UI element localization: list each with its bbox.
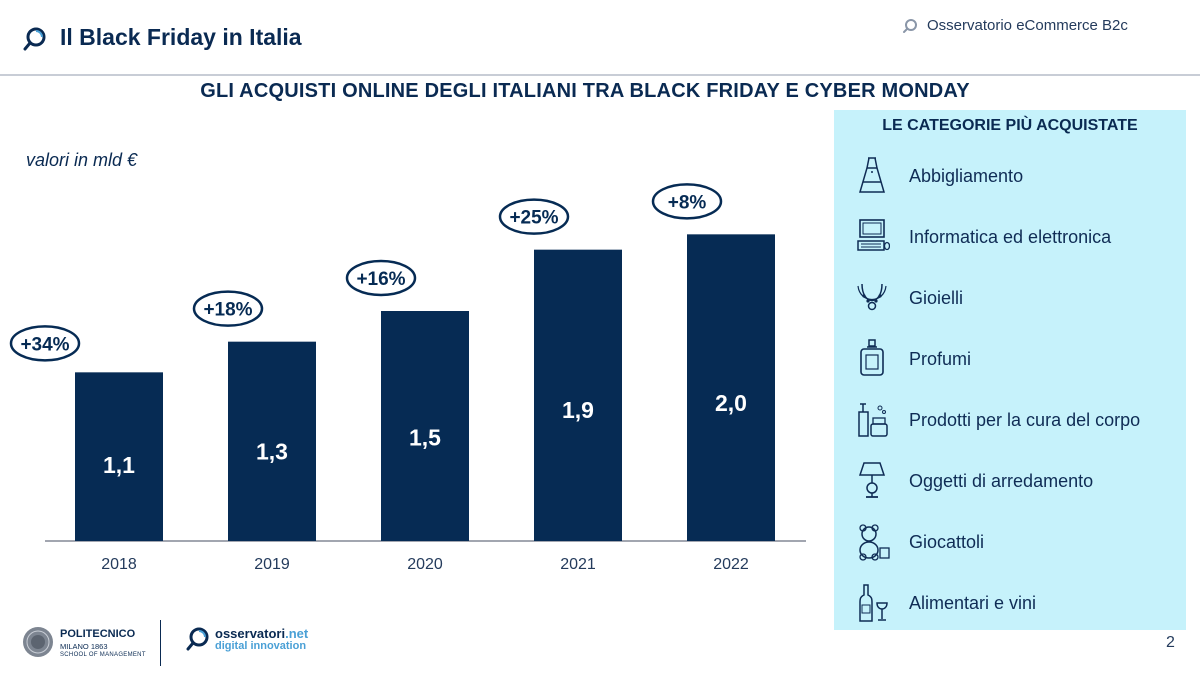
- category-item: Abbigliamento: [834, 154, 1186, 204]
- category-item: Giocattoli: [834, 520, 1186, 570]
- bar-value-label: 1,1: [103, 452, 135, 478]
- lamp-icon: [858, 462, 886, 498]
- bar-group: 1,1 2018 +34%: [9, 325, 163, 573]
- category-label: Informatica ed elettronica: [909, 227, 1112, 247]
- category-item: Informatica ed elettronica: [834, 215, 1186, 265]
- x-tick-label: 2018: [101, 556, 137, 573]
- polimi-city: MILANO 1863: [60, 642, 108, 651]
- growth-bubble: [345, 259, 417, 297]
- magnifier-small-icon: [903, 19, 917, 33]
- osservatori-tagline: digital innovation: [215, 640, 307, 652]
- bar-value-label: 1,5: [409, 425, 441, 451]
- category-label: Alimentari e vini: [909, 593, 1037, 613]
- growth-label: +34%: [20, 334, 69, 355]
- category-label: Oggetti di arredamento: [909, 471, 1094, 491]
- header: Il Black Friday in Italia Osservatorio e…: [0, 0, 1200, 74]
- bar-2021: [534, 249, 622, 541]
- bar-2020: [381, 311, 469, 541]
- category-label: Profumi: [909, 349, 972, 369]
- x-tick-label: 2019: [254, 556, 290, 573]
- x-tick-label: 2022: [713, 556, 749, 573]
- bar-value-label: 1,9: [562, 397, 594, 423]
- category-item: Prodotti per la cura del corpo: [834, 398, 1186, 448]
- dress-icon: [859, 157, 885, 193]
- bar-2019: [228, 341, 316, 541]
- category-label: Giocattoli: [909, 532, 985, 552]
- category-item: Gioielli: [834, 276, 1186, 326]
- category-label: Abbigliamento: [909, 166, 1024, 186]
- growth-label: +8%: [668, 192, 707, 213]
- polimi-name: POLITECNICO: [60, 628, 136, 640]
- x-tick-label: 2020: [407, 556, 443, 573]
- necklace-icon: [857, 283, 887, 311]
- footer-divider: [160, 620, 161, 666]
- body-care-icon: [858, 403, 888, 437]
- bar-2022: [687, 234, 775, 541]
- source-label: Osservatorio eCommerce B2c: [927, 17, 1128, 34]
- bar-2018: [75, 372, 163, 541]
- category-item: Alimentari e vini: [834, 581, 1186, 631]
- growth-label: +18%: [203, 300, 252, 321]
- header-divider: [0, 74, 1200, 76]
- growth-bubble: [651, 183, 723, 220]
- wine-icon: [859, 584, 888, 622]
- panel-title: LE CATEGORIE PIÙ ACQUISTATE: [882, 117, 1138, 134]
- growth-label: +25%: [509, 208, 558, 229]
- bar-group: 1,5 2020 +16%: [345, 259, 469, 573]
- teddy-bear-icon: [859, 524, 890, 561]
- bar-value-label: 2,0: [715, 390, 747, 416]
- bar-group: 1,9 2021 +25%: [498, 198, 622, 573]
- category-item: Profumi: [834, 337, 1186, 387]
- bar-value-label: 1,3: [256, 438, 288, 464]
- polimi-seal-icon: [23, 627, 53, 657]
- category-label: Prodotti per la cura del corpo: [909, 410, 1141, 430]
- perfume-icon: [860, 339, 884, 376]
- categories-panel: LE CATEGORIE PIÙ ACQUISTATE Abbigliament…: [834, 110, 1186, 630]
- polimi-school: SCHOOL OF MANAGEMENT: [60, 652, 146, 658]
- page-number: 2: [1166, 634, 1175, 651]
- growth-bubble: [192, 290, 264, 327]
- growth-bubble: [498, 198, 570, 235]
- x-tick-label: 2021: [560, 556, 596, 573]
- growth-bubble: [9, 325, 81, 362]
- chart-subtitle: valori in mld €: [26, 150, 138, 170]
- osservatori-logo-icon: [186, 627, 209, 651]
- osservatori-name: osservatori.net: [215, 626, 309, 641]
- category-label: Gioielli: [909, 288, 964, 308]
- growth-label: +16%: [356, 269, 405, 290]
- bar-group: 1,3 2019 +18%: [192, 290, 316, 573]
- magnifier-logo-icon: [23, 27, 46, 51]
- page-title: Il Black Friday in Italia: [60, 24, 302, 50]
- bar-chart: 1,1 2018 +34% 1,3 2019 +18% 1,5 2020 +16% 1,9 2021…: [9, 183, 806, 573]
- chart-title: GLI ACQUISTI ONLINE DEGLI ITALIANI TRA B…: [200, 80, 970, 102]
- category-item: Oggetti di arredamento: [834, 459, 1186, 509]
- computer-icon: [857, 219, 890, 251]
- bar-group: 2,0 2022 +8%: [651, 183, 775, 573]
